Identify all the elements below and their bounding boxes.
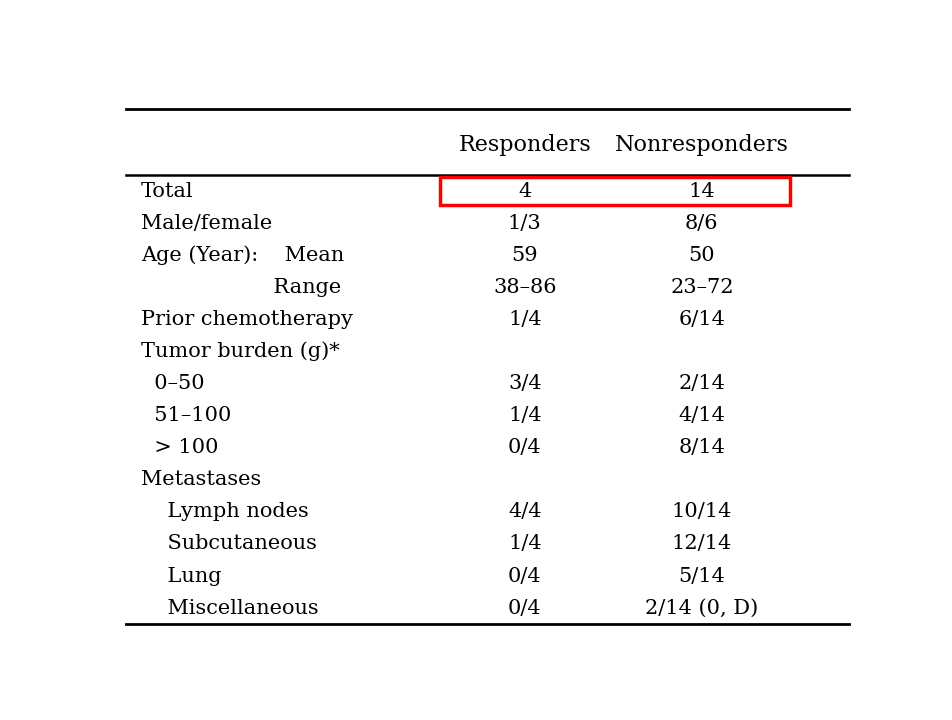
Text: 1/4: 1/4: [508, 406, 542, 426]
Text: 10/14: 10/14: [672, 503, 732, 521]
Text: 0/4: 0/4: [508, 567, 542, 585]
Text: 4/4: 4/4: [508, 503, 542, 521]
Text: Age (Year):    Mean: Age (Year): Mean: [141, 246, 345, 265]
Text: 1/4: 1/4: [508, 534, 542, 554]
Text: 0–50: 0–50: [141, 374, 205, 393]
Text: 6/14: 6/14: [679, 310, 725, 329]
Text: Total: Total: [141, 181, 194, 201]
Text: Range: Range: [141, 278, 342, 297]
Text: 8/14: 8/14: [679, 438, 725, 457]
Text: Tumor burden (g)*: Tumor burden (g)*: [141, 342, 340, 361]
Text: 1/3: 1/3: [508, 214, 542, 233]
Text: 59: 59: [511, 246, 538, 265]
Text: > 100: > 100: [141, 438, 219, 457]
Text: Metastases: Metastases: [141, 470, 262, 490]
Text: 51–100: 51–100: [141, 406, 231, 426]
Text: 0/4: 0/4: [508, 438, 542, 457]
Text: 12/14: 12/14: [672, 534, 732, 554]
Text: 38–86: 38–86: [493, 278, 557, 297]
Text: 4/14: 4/14: [679, 406, 725, 426]
Text: 14: 14: [688, 181, 715, 201]
Text: Lymph nodes: Lymph nodes: [141, 503, 308, 521]
Text: 8/6: 8/6: [685, 214, 719, 233]
Text: Miscellaneous: Miscellaneous: [141, 598, 319, 618]
Text: Lung: Lung: [141, 567, 222, 585]
Text: Subcutaneous: Subcutaneous: [141, 534, 317, 554]
Text: Nonresponders: Nonresponders: [615, 134, 789, 156]
Text: 1/4: 1/4: [508, 310, 542, 329]
Text: 0/4: 0/4: [508, 598, 542, 618]
Text: Male/female: Male/female: [141, 214, 272, 233]
Text: 5/14: 5/14: [679, 567, 725, 585]
Text: 3/4: 3/4: [508, 374, 542, 393]
Text: 4: 4: [518, 181, 531, 201]
Text: Responders: Responders: [459, 134, 591, 156]
Text: 2/14 (0, D): 2/14 (0, D): [645, 598, 759, 618]
Text: 2/14: 2/14: [679, 374, 725, 393]
Text: 23–72: 23–72: [670, 278, 734, 297]
Text: Prior chemotherapy: Prior chemotherapy: [141, 310, 353, 329]
Text: 50: 50: [688, 246, 715, 265]
